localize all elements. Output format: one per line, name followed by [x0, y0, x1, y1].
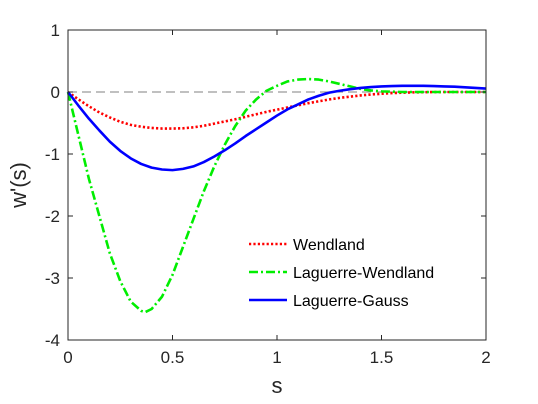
x-tick-label: 2	[481, 348, 490, 367]
x-tick-label: 1	[272, 348, 281, 367]
x-axis-title: s	[272, 373, 283, 398]
tick-layer: 0 0.5 1 1.5 2 1 0 -1 -2 -3 -4	[45, 21, 491, 367]
y-tick-label: -3	[45, 269, 60, 288]
series-layer	[66, 77, 487, 314]
x-tick-label: 0	[63, 348, 72, 367]
legend-label: Laguerre-Gauss	[293, 293, 409, 310]
x-tick-label: 1.5	[370, 348, 394, 367]
legend-label: Wendland	[293, 237, 365, 254]
y-tick-label: 0	[51, 83, 60, 102]
plot-area	[68, 30, 486, 340]
legend-label: Laguerre-Wendland	[293, 265, 434, 282]
series-line-laguerre-gauss	[66, 84, 487, 172]
y-tick-label: -2	[45, 207, 60, 226]
y-tick-label: -1	[45, 145, 60, 164]
y-tick-label: -4	[45, 331, 60, 350]
x-tick-label: 0.5	[161, 348, 185, 367]
series-line-laguerre-wendland	[66, 77, 486, 314]
y-tick-label: 1	[51, 21, 60, 40]
legend: Wendland Laguerre-Wendland Laguerre-Gauss	[249, 237, 434, 310]
y-axis-title: w'(s)	[6, 162, 31, 209]
